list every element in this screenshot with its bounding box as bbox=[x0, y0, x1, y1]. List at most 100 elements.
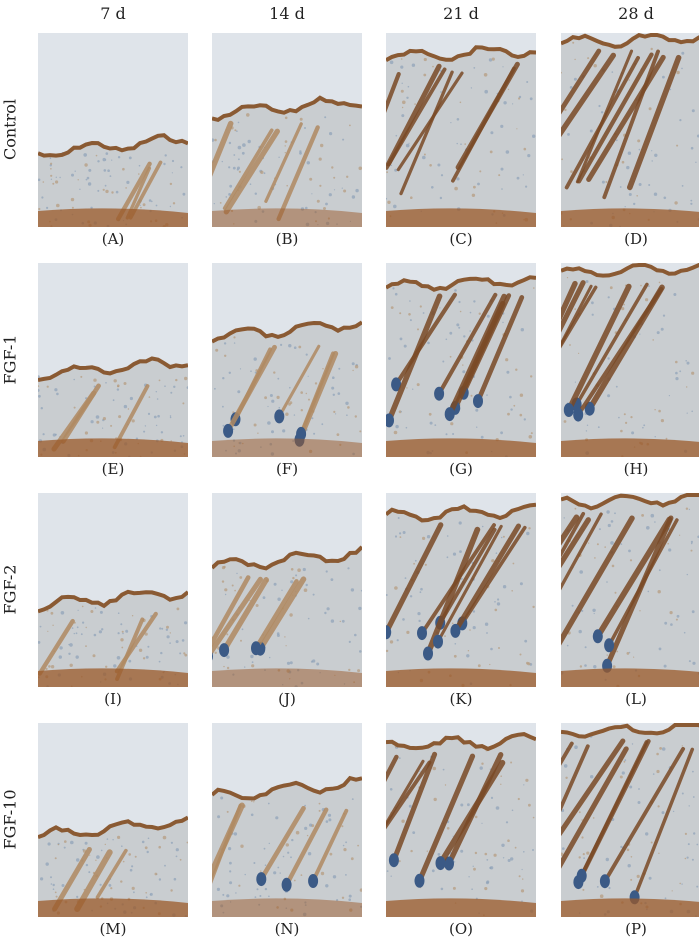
hair-follicle bbox=[437, 292, 498, 396]
dermis-tissue bbox=[212, 97, 362, 227]
muscle-layer bbox=[561, 898, 699, 917]
hair-follicle bbox=[386, 63, 442, 167]
hair-follicle bbox=[576, 286, 664, 417]
column-header-4: 28 d bbox=[618, 4, 654, 23]
follicle-bulb bbox=[473, 394, 483, 409]
follicle-bulb bbox=[563, 403, 574, 417]
hair-follicle bbox=[391, 751, 438, 863]
muscle-layer bbox=[38, 668, 188, 687]
muscle-layer bbox=[386, 668, 536, 687]
epidermis-layer bbox=[212, 95, 362, 123]
follicle-bulb bbox=[219, 643, 230, 658]
dermis-tissue bbox=[386, 504, 536, 687]
panel-label: (G) bbox=[449, 460, 473, 478]
hair-follicle bbox=[95, 848, 128, 899]
hair-follicle bbox=[253, 579, 299, 651]
hair-follicle bbox=[632, 747, 695, 900]
hair-follicle bbox=[564, 55, 640, 190]
hair-follicle bbox=[212, 575, 251, 648]
hair-follicle bbox=[399, 70, 454, 196]
micrograph-panel bbox=[386, 723, 536, 917]
hair-follicle bbox=[396, 71, 464, 172]
hair-follicle bbox=[561, 746, 629, 869]
panel-label: (A) bbox=[101, 230, 125, 248]
hair-follicle bbox=[416, 753, 476, 884]
micrograph-panel bbox=[212, 493, 362, 687]
hair-follicle bbox=[576, 52, 654, 184]
muscle-layer bbox=[561, 668, 699, 687]
hair-follicle bbox=[112, 384, 150, 450]
hair-follicle bbox=[420, 523, 496, 636]
hair-follicle bbox=[579, 739, 651, 879]
hair-follicle bbox=[561, 744, 590, 812]
follicle-bulb bbox=[256, 872, 267, 887]
hair-follicle bbox=[561, 517, 591, 569]
row-label-fgf-10: FGF-10 bbox=[0, 789, 20, 850]
hair-follicle bbox=[223, 128, 280, 215]
follicle-bulb bbox=[386, 413, 394, 428]
panel-label: (K) bbox=[449, 690, 473, 708]
hair-follicle bbox=[394, 292, 458, 387]
micrograph-panel bbox=[561, 33, 699, 227]
hair-follicle bbox=[258, 805, 306, 882]
panel-label: (M) bbox=[99, 920, 127, 938]
micrograph-panel bbox=[561, 263, 699, 457]
epidermis-layer bbox=[38, 356, 188, 382]
micrograph-panel bbox=[38, 263, 188, 457]
hair-follicle bbox=[594, 516, 673, 640]
epidermis-layer bbox=[561, 263, 699, 278]
follicle-bulb bbox=[444, 856, 454, 871]
hair-follicle bbox=[386, 760, 432, 830]
hair-follicle bbox=[436, 524, 503, 644]
follicle-bulb bbox=[223, 423, 234, 438]
hair-follicle bbox=[225, 344, 277, 434]
hair-follicle bbox=[607, 518, 679, 648]
dermis-tissue bbox=[212, 322, 362, 457]
hair-follicle bbox=[561, 52, 616, 138]
hair-follicle bbox=[561, 285, 598, 349]
muscle-layer bbox=[386, 438, 536, 457]
panel-label: (P) bbox=[625, 920, 647, 938]
follicle-bulb bbox=[251, 641, 261, 656]
follicle-bulb bbox=[573, 407, 584, 422]
hair-follicle bbox=[38, 618, 75, 676]
hair-follicle bbox=[311, 808, 349, 883]
hair-follicle bbox=[257, 576, 307, 652]
follicle-bulb bbox=[433, 634, 443, 649]
epidermis-layer bbox=[38, 133, 188, 158]
hair-follicle bbox=[221, 577, 269, 653]
panel-label: (B) bbox=[275, 230, 299, 248]
muscle-layer bbox=[38, 898, 188, 917]
micrograph-panel bbox=[386, 493, 536, 687]
epidermis-layer bbox=[212, 545, 362, 571]
follicle-bulb bbox=[435, 856, 446, 871]
hair-follicle bbox=[561, 48, 602, 115]
epidermis-layer bbox=[561, 723, 699, 739]
hair-follicle bbox=[561, 511, 586, 558]
panel-label: (H) bbox=[623, 460, 649, 478]
micrograph-panel bbox=[38, 723, 188, 917]
muscle-layer bbox=[561, 208, 699, 227]
micrograph-panel bbox=[212, 263, 362, 457]
follicle-bulb bbox=[423, 646, 433, 661]
hair-follicle bbox=[264, 122, 303, 203]
follicle-bulb bbox=[592, 629, 603, 644]
hair-follicle bbox=[574, 282, 649, 407]
hair-follicle bbox=[602, 49, 660, 200]
hair-follicle bbox=[212, 802, 245, 879]
hair-follicle bbox=[561, 512, 603, 591]
follicle-bulb bbox=[386, 625, 392, 640]
panel-label: (O) bbox=[448, 920, 473, 938]
follicle-bulb bbox=[584, 401, 595, 416]
hair-follicle bbox=[475, 295, 525, 404]
follicle-bulb bbox=[417, 626, 427, 641]
row-label-fgf-2: FGF-2 bbox=[0, 564, 20, 615]
dermis-tissue bbox=[561, 725, 699, 917]
epidermis-layer bbox=[212, 775, 362, 801]
micrograph-panel bbox=[212, 33, 362, 227]
epidermis-layer bbox=[386, 732, 536, 752]
hair-follicle bbox=[60, 383, 101, 444]
epidermis-layer bbox=[561, 493, 699, 511]
hair-follicle bbox=[386, 71, 401, 113]
hair-follicle bbox=[460, 525, 527, 626]
